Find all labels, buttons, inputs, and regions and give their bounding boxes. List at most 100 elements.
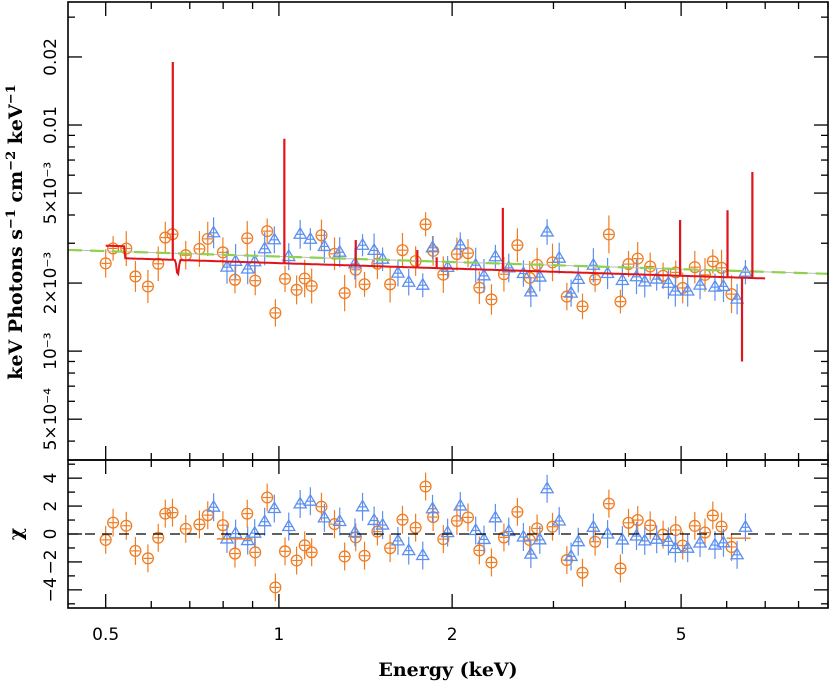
residual-point-triangle — [661, 533, 676, 547]
residual-point-circle — [546, 520, 559, 533]
residual-point-triangle — [390, 533, 406, 546]
data-point-triangle — [375, 251, 390, 264]
data-point-triangle — [332, 244, 347, 257]
residual-point-triangle — [629, 528, 644, 541]
residual-point-triangle — [401, 542, 416, 556]
residual-point-triangle — [206, 499, 221, 512]
data-point-circle — [129, 270, 142, 283]
residual-point-triangle — [303, 493, 318, 506]
data-point-triangle — [586, 257, 601, 270]
data-point-circle — [511, 239, 524, 252]
residual-point-triangle — [257, 514, 272, 527]
data-point-triangle — [532, 269, 548, 282]
residual-point-circle — [427, 511, 440, 524]
data-point-circle — [120, 242, 133, 255]
data-point-triangle — [637, 274, 652, 287]
data-point-circle — [358, 278, 371, 291]
residual-point-circle — [419, 480, 432, 493]
model-power-law-dashed — [68, 248, 828, 275]
data-point-triangle — [615, 272, 630, 286]
residual-point-triangle — [375, 517, 390, 530]
residual-point-triangle — [267, 500, 282, 514]
data-point-triangle — [390, 265, 406, 278]
data-point-circle — [228, 273, 242, 286]
data-point-circle — [159, 231, 172, 244]
data-point-triangle — [415, 277, 430, 290]
series-circle — [99, 212, 738, 327]
x-tick-label: 0.5 — [92, 625, 119, 645]
residual-point-circle — [193, 518, 206, 531]
data-point-triangle — [600, 265, 615, 279]
residual-point-triangle — [551, 513, 567, 526]
residual-point-triangle — [668, 540, 683, 554]
residual-point-triangle — [468, 522, 483, 536]
data-point-triangle — [516, 265, 531, 279]
data-point-circle — [298, 272, 311, 285]
model-continuum-line — [105, 244, 766, 280]
residual-point-circle — [688, 519, 701, 532]
data-point-triangle — [247, 254, 262, 267]
data-point-circle — [141, 280, 154, 293]
residual-point-triangle — [692, 535, 708, 548]
data-point-triangle — [317, 238, 332, 252]
residual-point-circle — [298, 539, 311, 552]
data-point-circle — [622, 258, 635, 271]
spectrum-frame — [67, 1, 829, 461]
data-point-triangle — [692, 277, 708, 290]
residual-point-circle — [396, 513, 409, 526]
residual-point-triangle — [292, 496, 308, 509]
data-point-circle — [99, 257, 112, 270]
residual-point-circle — [338, 550, 351, 563]
x-tick-label: 5 — [676, 625, 687, 645]
data-point-circle — [107, 242, 120, 255]
data-point-circle — [249, 274, 262, 287]
residual-point-circle — [511, 505, 524, 518]
residual-point-circle — [107, 516, 120, 529]
residual-y-tick-label: 0 — [41, 529, 61, 540]
residual-point-triangle — [516, 529, 531, 542]
residual-point-circle — [166, 506, 179, 519]
residual-point-circle — [261, 491, 274, 504]
residual-point-triangle — [453, 498, 468, 511]
data-point-triangle — [680, 283, 695, 296]
data-point-circle — [269, 306, 282, 319]
residual-point-triangle — [247, 525, 262, 538]
data-point-triangle — [488, 249, 503, 262]
data-point-triangle — [563, 285, 579, 298]
residual-point-triangle — [281, 518, 296, 532]
x-axis-label: Energy (keV) — [378, 659, 517, 681]
data-point-circle — [461, 247, 475, 260]
y-tick-label: 5×10⁻³ — [41, 162, 61, 224]
data-point-triangle — [347, 256, 363, 269]
residual-point-circle — [622, 516, 635, 529]
residual-point-circle — [120, 519, 133, 532]
residual-y-tick-label: −2 — [41, 549, 61, 574]
data-point-circle — [614, 295, 627, 308]
residual-point-circle — [576, 566, 589, 579]
data-point-triangle — [668, 283, 683, 296]
y-axis-label-part: −1 — [4, 209, 19, 229]
data-point-circle — [216, 246, 229, 259]
data-point-triangle — [401, 274, 416, 287]
residual-point-triangle — [615, 532, 630, 545]
residual-y-tick-label: −4 — [41, 577, 61, 602]
residual-point-circle — [290, 554, 303, 567]
residual-point-circle — [141, 552, 154, 565]
data-point-triangle — [228, 253, 243, 266]
residual-point-triangle — [425, 501, 440, 514]
data-point-circle — [315, 229, 328, 242]
data-point-triangle — [571, 271, 586, 285]
residual-point-circle — [269, 581, 282, 594]
residual-point-triangle — [523, 546, 539, 559]
data-point-circle — [338, 287, 351, 300]
residual-point-circle — [384, 542, 397, 555]
residual-point-circle — [315, 500, 328, 513]
residual-point-circle — [152, 531, 165, 544]
spectrum-plot-area — [68, 61, 828, 362]
y-axis-label-part: −1 — [4, 84, 19, 104]
data-point-triangle — [661, 275, 676, 288]
residual-point-triangle — [729, 547, 745, 560]
residual-point-circle — [305, 546, 318, 559]
data-point-circle — [473, 281, 486, 294]
